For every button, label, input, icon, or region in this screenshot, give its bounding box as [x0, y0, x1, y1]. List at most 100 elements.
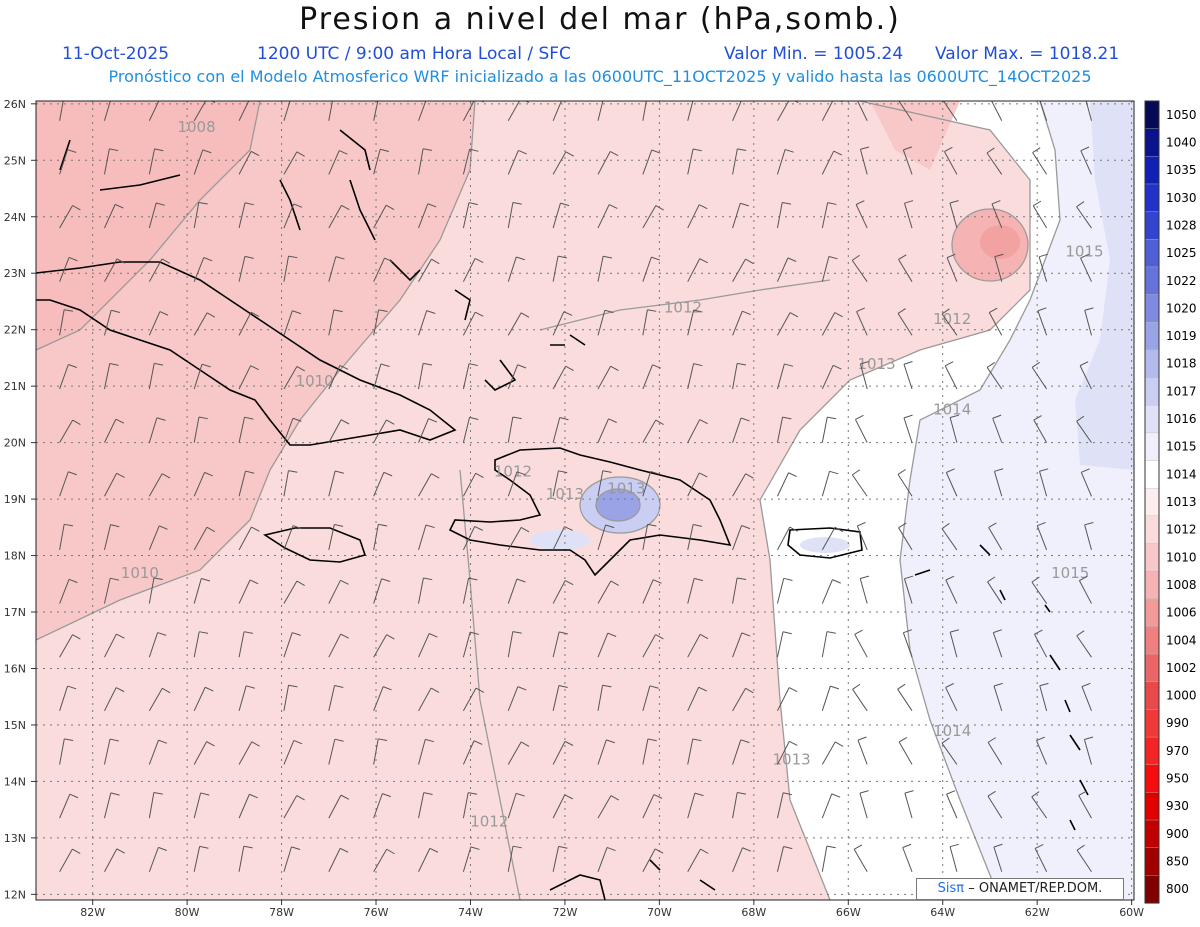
wind-barb	[1084, 307, 1094, 336]
wind-barb	[418, 792, 433, 819]
wind-barb	[418, 633, 438, 658]
wind-barb	[821, 741, 844, 765]
wind-barb	[642, 738, 657, 765]
wind-barb	[462, 202, 478, 229]
wind-barb	[104, 472, 125, 497]
credit-box: Sisπ – ONAMET/REP.DOM.	[916, 878, 1124, 900]
field-1008	[36, 101, 260, 350]
wind-barb	[373, 101, 379, 121]
wind-barb	[59, 149, 77, 175]
wind-barb	[1032, 200, 1048, 229]
wind-barb	[1076, 201, 1092, 229]
wind-barb	[986, 147, 1003, 175]
south-american-coast	[549, 859, 716, 900]
wind-barb	[597, 101, 604, 121]
wind-barb	[687, 792, 704, 819]
wind-barb	[946, 790, 958, 819]
wind-barb	[597, 524, 615, 551]
wind-barb	[597, 151, 619, 175]
wind-barb	[59, 309, 74, 336]
wind-barb	[552, 740, 574, 765]
wind-barb	[687, 101, 694, 121]
wind-barb	[821, 364, 842, 390]
wind-barb	[821, 793, 841, 819]
wind-barb	[193, 741, 215, 765]
colorbar-label: 950	[1166, 772, 1189, 786]
contour-label: 1015	[1051, 564, 1089, 582]
wind-barb	[507, 101, 530, 122]
puerto-rico-coast	[787, 527, 863, 559]
wind-barb	[1038, 253, 1048, 282]
wind-barb	[903, 414, 913, 443]
wind-barb	[994, 253, 1004, 282]
colorbar-swatch	[1144, 792, 1160, 821]
wind-barb	[855, 200, 868, 229]
colorbar-label: 1004	[1166, 633, 1197, 647]
colorbar-swatch	[1144, 570, 1160, 600]
wind-barb	[238, 685, 255, 711]
wind-barb	[821, 416, 837, 443]
wind-barb	[418, 738, 435, 765]
colorbar-label: 1012	[1166, 523, 1197, 537]
wind-barb	[732, 258, 754, 282]
credit-text: – ONAMET/REP.DOM.	[968, 881, 1103, 896]
colorbar-swatch	[1144, 626, 1160, 655]
wind-barb	[418, 577, 433, 604]
wind-barb	[986, 361, 1003, 390]
wind-barb	[732, 101, 752, 121]
wind-barb	[418, 524, 435, 551]
colorbar-swatch	[1144, 598, 1160, 628]
wind-barb	[859, 575, 870, 604]
wind-barb	[328, 204, 350, 229]
colorbar-swatch	[1144, 460, 1160, 489]
wind-barb	[944, 361, 958, 390]
wind-barb	[462, 792, 478, 819]
colorbar-swatch	[1144, 183, 1160, 213]
wind-barb	[903, 200, 914, 229]
wind-barb	[993, 843, 1003, 872]
wind-barb	[597, 739, 615, 765]
wind-barb	[148, 792, 163, 819]
wind-barb	[328, 738, 344, 765]
wind-barb	[821, 150, 843, 175]
wind-barb	[597, 684, 612, 711]
lon-label: 76W	[364, 906, 389, 919]
lat-label: 26N	[4, 98, 26, 111]
max-value-label: Valor Max. = 1018.21	[935, 44, 1120, 64]
lat-label: 19N	[4, 493, 26, 506]
wind-barb	[821, 470, 839, 497]
wind-barb	[776, 687, 798, 712]
wind-barb	[988, 307, 1003, 336]
wind-barb	[854, 414, 868, 443]
wind-barb	[687, 686, 708, 712]
wind-barb	[507, 792, 525, 819]
hispaniola-high-core	[596, 489, 640, 521]
wind-barb	[1031, 576, 1048, 604]
wind-barb	[898, 737, 913, 765]
wind-barb	[552, 631, 568, 658]
colorbar-label: 970	[1166, 744, 1189, 758]
wind-barb	[642, 101, 647, 121]
wind-barb	[148, 687, 171, 712]
colorbar-swatch	[1144, 432, 1160, 462]
wind-barb	[507, 631, 522, 658]
wind-barb	[238, 255, 254, 282]
wind-barb	[507, 312, 530, 336]
colorbar-swatch	[1144, 764, 1160, 794]
wind-barb	[1080, 146, 1092, 175]
wind-barb	[507, 364, 527, 390]
colorbar-label: 1014	[1166, 467, 1197, 481]
wind-barb	[642, 364, 662, 390]
wind-barb	[776, 363, 794, 390]
wind-barb	[507, 741, 530, 765]
wind-barb	[597, 795, 620, 819]
contour-labels: 1008 1010 1010 1012 1013 1013 1012 1012 1013 1014…	[121, 118, 1104, 831]
map-frame	[35, 100, 1135, 901]
wind-barb	[857, 736, 868, 765]
date-label: 11-Oct-2025	[62, 44, 170, 64]
contour-label: 1010	[121, 564, 159, 582]
cuba-coast	[36, 261, 457, 446]
lat-label: 25N	[4, 154, 26, 167]
map-title: Presion a nivel del mar (hPa,somb.)	[299, 2, 901, 37]
wind-barb	[902, 629, 913, 658]
